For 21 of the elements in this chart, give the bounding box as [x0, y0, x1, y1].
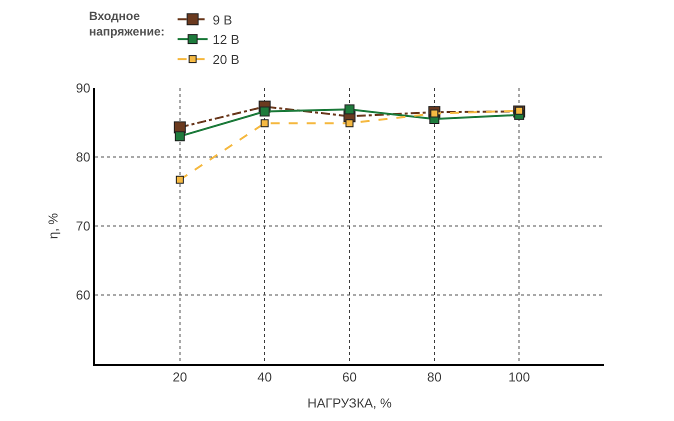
- legend-label: 12 В: [212, 32, 240, 48]
- x-tick-label: 40: [257, 370, 272, 385]
- x-tick-label: 100: [508, 370, 530, 385]
- legend-title: Входное напряжение:: [88, 8, 165, 39]
- point: [344, 104, 354, 114]
- y-tick-label: 80: [76, 150, 90, 165]
- y-axis-title: η, %: [45, 212, 60, 240]
- x-tick-label: 60: [342, 370, 357, 385]
- y-tick-label: 90: [76, 80, 90, 96]
- point: [174, 131, 185, 142]
- point: [260, 106, 270, 116]
- point: [346, 119, 354, 128]
- y-tick-label: 70: [76, 218, 90, 234]
- x-axis-title: НАГРУЗКА, %: [307, 396, 392, 411]
- legend-label: 9 В: [212, 12, 232, 28]
- point: [176, 176, 184, 184]
- x-tick-label: 80: [427, 370, 442, 385]
- x-tick-label: 20: [172, 370, 188, 385]
- point: [260, 119, 269, 128]
- legend-label: 20 В: [212, 52, 240, 68]
- y-tick-label: 60: [76, 288, 90, 303]
